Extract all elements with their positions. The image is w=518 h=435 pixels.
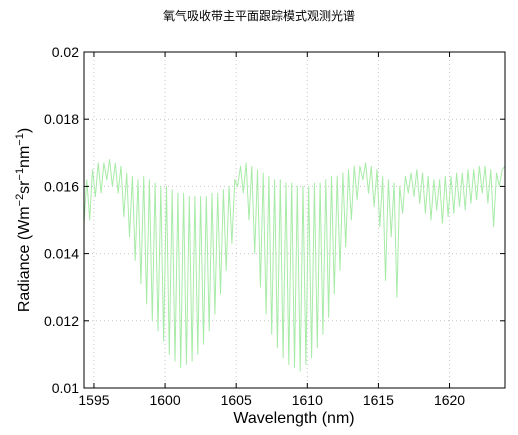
- grid-lines: [84, 51, 505, 389]
- plot-frame: [83, 51, 506, 389]
- x-axis-label: Wavelength (nm): [233, 410, 354, 427]
- x-tick-label: 1610: [292, 392, 323, 408]
- x-tick-label: 1600: [149, 392, 180, 408]
- y-tick-label: 0.02: [52, 44, 79, 60]
- x-tick-label: 1620: [434, 392, 465, 408]
- y-axis-label: Radiance (Wm−2sr−1nm−1): [14, 128, 33, 312]
- x-tick-label: 1615: [363, 392, 394, 408]
- x-tick-label: 1605: [221, 392, 252, 408]
- radiance-series-line: [84, 159, 505, 372]
- y-tick-label: 0.016: [44, 178, 79, 194]
- y-tick-label: 0.01: [52, 380, 79, 396]
- y-tick-label: 0.018: [44, 111, 79, 127]
- y-axis-ticks: 0.01 0.012 0.014 0.016 0.018 0.02: [44, 44, 505, 396]
- x-tick-label: 1595: [78, 392, 109, 408]
- y-tick-label: 0.014: [44, 246, 79, 262]
- x-axis-ticks: 1595 1600 1605 1610 1615 1620: [78, 52, 465, 408]
- chart-title: 氧气吸收带主平面跟踪模式观测光谱: [163, 8, 355, 23]
- y-tick-label: 0.012: [44, 313, 79, 329]
